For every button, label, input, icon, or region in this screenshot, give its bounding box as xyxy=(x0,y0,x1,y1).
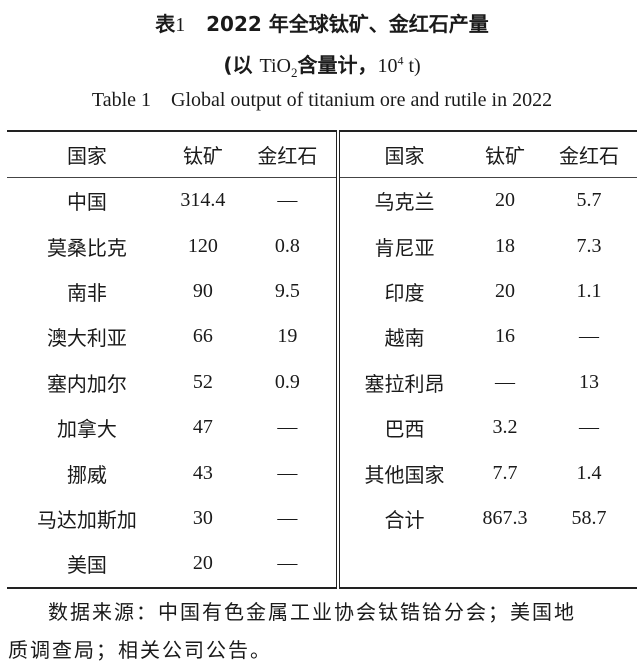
table-cell: 20 xyxy=(192,552,213,575)
table-cell: 0.9 xyxy=(238,359,340,405)
table-cell xyxy=(469,541,541,587)
table-cell: 合计 xyxy=(384,509,425,532)
table-row: 澳大利亚 66 19 越南 16 — xyxy=(7,314,637,360)
column-header: 国家 xyxy=(337,131,470,178)
table-row: 塞内加尔 52 0.9 塞拉利昂 — 13 xyxy=(7,359,637,405)
table-cell xyxy=(338,541,469,587)
table-cell: — xyxy=(579,325,600,348)
table-cell: 澳大利亚 xyxy=(46,328,127,351)
table-cell: 13 xyxy=(579,370,600,393)
table-cell: — xyxy=(238,450,340,496)
table-row: 莫桑比克 120 0.8 肯尼亚 18 7.3 xyxy=(7,223,637,269)
table-cell: 9.5 xyxy=(238,268,340,315)
table-cell: 莫桑比克 xyxy=(46,237,127,260)
table-cell: 0.8 xyxy=(238,223,340,269)
column-header: 国家 xyxy=(7,131,167,178)
unit-base: 10 xyxy=(377,55,398,77)
source-note-cont: 质调查局；相关公司公告。 xyxy=(8,638,272,662)
table-cell: 7.7 xyxy=(492,461,518,484)
unit-tail: t) xyxy=(403,55,421,77)
unit-exp: 4 xyxy=(397,53,404,68)
table-cell: 肯尼亚 xyxy=(374,237,435,260)
source-note: 数据来源：中国有色金属工业协会钛锆铪分会；美国地 xyxy=(48,600,576,624)
table-row: 挪威 43 — 其他国家 7.7 1.4 xyxy=(7,450,637,496)
table-cell: 47 xyxy=(192,416,213,439)
table-row: 中国 314.4 — 乌克兰 20 5.7 xyxy=(7,177,637,224)
title-label: 表 xyxy=(155,12,176,36)
table-cell: 30 xyxy=(192,506,213,529)
table-title: 表1 2022 年全球钛矿、金红石产量 xyxy=(0,8,644,37)
table-cell: 120 xyxy=(187,234,218,257)
table-cell: 加拿大 xyxy=(56,419,117,442)
column-header: 钛矿 xyxy=(166,131,239,178)
table-cell: 3.2 xyxy=(492,416,518,439)
table-cell: 58.7 xyxy=(571,506,607,529)
header-row: 国家 钛矿 金红石 国家 钛矿 金红石 xyxy=(7,131,637,178)
table-cell: 1.4 xyxy=(576,461,602,484)
output-table: 国家 钛矿 金红石 国家 钛矿 金红石 中国 314.4— 乌克兰 20 5.7 莫桑比克 120 0.… xyxy=(7,130,637,589)
table-subtitle: (以 TiO2含量计，104 t) xyxy=(0,49,644,81)
table-cell: 中国 xyxy=(66,192,107,215)
table-cell: 美国 xyxy=(66,555,107,578)
table-cell: 印度 xyxy=(384,282,425,305)
title-text: 2022 年全球钛矿、金红石产量 xyxy=(206,12,489,36)
table-cell: 52 xyxy=(192,370,213,393)
table-cell: 66 xyxy=(192,325,213,348)
table-cell: — xyxy=(238,177,340,224)
table-cell: 314.4 xyxy=(180,189,226,212)
table-row: 美国 20 — xyxy=(7,541,637,588)
table-cell: — xyxy=(238,404,340,451)
table-cell: 7.3 xyxy=(576,234,602,257)
column-header: 金红石 xyxy=(238,131,340,178)
column-header: 金红石 xyxy=(541,131,637,178)
column-header: 钛矿 xyxy=(469,131,542,178)
table-cell: — xyxy=(495,370,516,393)
table-cell: 16 xyxy=(495,325,516,348)
table-row: 加拿大 47 — 巴西 3.2 — xyxy=(7,404,637,451)
table-cell: 20 xyxy=(495,189,516,212)
table-cell: 南非 xyxy=(66,282,107,305)
table-cell: 1.1 xyxy=(576,279,602,302)
table-cell: 挪威 xyxy=(66,464,107,487)
table-cell: 乌克兰 xyxy=(374,192,435,215)
table-cell: 19 xyxy=(238,314,340,360)
table-cell: 越南 xyxy=(384,328,425,351)
table-cell: 867.3 xyxy=(482,506,528,529)
table-cell: 马达加斯加 xyxy=(36,509,137,532)
table-cell: 其他国家 xyxy=(364,464,445,487)
formula-sub: 2 xyxy=(290,65,298,80)
subtitle-text: 含量计， xyxy=(297,53,378,77)
table-cell: — xyxy=(238,495,340,542)
formula: TiO xyxy=(259,55,291,77)
table-cell xyxy=(541,541,637,587)
title-number: 1 xyxy=(175,14,186,36)
table-cell: — xyxy=(238,541,340,588)
table-cell: 18 xyxy=(495,234,516,257)
table-cell: — xyxy=(579,416,600,439)
table-cell: 塞拉利昂 xyxy=(364,373,445,396)
table-cell: 90 xyxy=(192,279,213,302)
table-cell: 20 xyxy=(495,279,516,302)
table-cell: 塞内加尔 xyxy=(46,373,127,396)
english-title: Table 1 Global output of titanium ore an… xyxy=(91,89,553,111)
table-cell: 43 xyxy=(192,461,213,484)
table-cell: 巴西 xyxy=(384,419,425,442)
table-row: 南非 90 9.5 印度 20 1.1 xyxy=(7,268,637,315)
table-row: 马达加斯加 30 — 合计 867.3 58.7 xyxy=(7,495,637,542)
table-cell: 5.7 xyxy=(576,189,602,212)
subtitle-open: (以 xyxy=(223,53,260,77)
